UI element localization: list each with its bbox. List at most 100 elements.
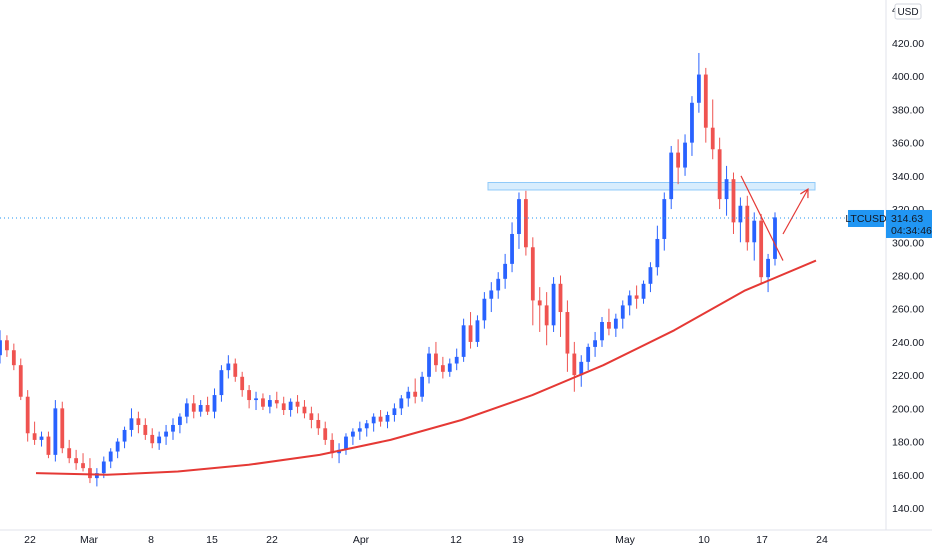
- candle[interactable]: [530, 237, 535, 326]
- candle[interactable]: [164, 424, 168, 445]
- candle[interactable]: [454, 348, 459, 371]
- support-curve[interactable]: [35, 259, 817, 476]
- candle[interactable]: [302, 400, 307, 419]
- candle[interactable]: [586, 343, 591, 371]
- candle[interactable]: [620, 300, 625, 329]
- candle[interactable]: [316, 413, 321, 435]
- candle[interactable]: [544, 292, 549, 346]
- candle[interactable]: [385, 411, 390, 429]
- candle[interactable]: [60, 401, 65, 454]
- candle[interactable]: [191, 395, 196, 419]
- candle[interactable]: [67, 439, 72, 464]
- candle[interactable]: [18, 358, 23, 401]
- candlestick-series[interactable]: [0, 52, 777, 487]
- candle[interactable]: [136, 411, 141, 434]
- candle[interactable]: [482, 292, 487, 329]
- candle[interactable]: [350, 428, 355, 445]
- candle[interactable]: [558, 275, 563, 337]
- candle[interactable]: [752, 212, 757, 261]
- candle[interactable]: [261, 393, 265, 411]
- candle[interactable]: [503, 253, 508, 289]
- candle[interactable]: [607, 308, 611, 336]
- candle[interactable]: [150, 428, 155, 449]
- candle[interactable]: [627, 290, 632, 316]
- candle[interactable]: [32, 421, 37, 445]
- candle[interactable]: [81, 453, 85, 472]
- candle[interactable]: [613, 313, 618, 337]
- candle[interactable]: [683, 134, 687, 176]
- candle[interactable]: [420, 371, 425, 402]
- candle[interactable]: [392, 403, 397, 422]
- candle[interactable]: [773, 212, 777, 266]
- time-axis[interactable]: 22 Mar 8 15 22 Apr 12 19 May 10 17 24: [0, 529, 932, 546]
- candle[interactable]: [572, 341, 577, 392]
- candle[interactable]: [371, 413, 376, 432]
- candle[interactable]: [745, 195, 750, 251]
- candle[interactable]: [288, 398, 293, 417]
- currency-box[interactable]: [894, 3, 922, 20]
- candle[interactable]: [710, 99, 715, 160]
- candle[interactable]: [475, 315, 480, 347]
- candle[interactable]: [267, 395, 272, 414]
- candle[interactable]: [655, 225, 660, 276]
- candle[interactable]: [357, 421, 362, 440]
- currency-selector[interactable]: USD: [894, 3, 922, 20]
- resistance-zone[interactable]: [487, 182, 816, 191]
- candle[interactable]: [11, 343, 16, 371]
- candle[interactable]: [600, 317, 604, 347]
- candle[interactable]: [240, 371, 245, 397]
- candle[interactable]: [323, 421, 328, 445]
- candle[interactable]: [434, 341, 438, 372]
- candle[interactable]: [703, 67, 708, 143]
- candle[interactable]: [690, 96, 694, 156]
- currency-label[interactable]: USD: [897, 7, 918, 18]
- candle[interactable]: [641, 280, 646, 304]
- candle[interactable]: [565, 300, 570, 372]
- candle[interactable]: [281, 396, 286, 415]
- candle[interactable]: [309, 406, 314, 429]
- candle[interactable]: [523, 190, 528, 256]
- candle[interactable]: [378, 410, 383, 427]
- candle[interactable]: [510, 222, 514, 273]
- candle[interactable]: [634, 285, 639, 309]
- candle[interactable]: [676, 139, 681, 185]
- candle[interactable]: [94, 468, 99, 487]
- candle[interactable]: [440, 356, 445, 379]
- candle[interactable]: [648, 262, 653, 293]
- candle[interactable]: [330, 433, 335, 459]
- candle[interactable]: [496, 272, 501, 299]
- candle[interactable]: [724, 165, 729, 216]
- candle[interactable]: [489, 282, 494, 313]
- projection-arrow-shaft[interactable]: [782, 188, 809, 235]
- candle[interactable]: [198, 400, 203, 417]
- resistance-zone-rect[interactable]: [487, 182, 816, 191]
- candle[interactable]: [295, 395, 300, 414]
- candle[interactable]: [254, 391, 258, 411]
- candle[interactable]: [537, 287, 542, 332]
- candle[interactable]: [5, 335, 9, 357]
- candle[interactable]: [46, 431, 51, 459]
- candle[interactable]: [205, 396, 210, 415]
- drawing-annotations[interactable]: [35, 175, 817, 476]
- candle[interactable]: [184, 398, 189, 424]
- candle[interactable]: [364, 419, 369, 437]
- candle[interactable]: [74, 449, 79, 470]
- falling-trendline[interactable]: [740, 175, 784, 261]
- candle[interactable]: [0, 330, 2, 364]
- candle[interactable]: [717, 137, 722, 210]
- candle[interactable]: [108, 448, 113, 469]
- candle[interactable]: [247, 385, 252, 409]
- candle[interactable]: [461, 318, 466, 362]
- candle[interactable]: [226, 355, 231, 379]
- candle[interactable]: [171, 418, 175, 440]
- candle[interactable]: [39, 431, 44, 447]
- candle[interactable]: [731, 172, 736, 234]
- candle[interactable]: [759, 214, 764, 284]
- candle[interactable]: [447, 358, 452, 377]
- candle[interactable]: [468, 312, 473, 349]
- candle[interactable]: [274, 391, 279, 409]
- price-axis[interactable]: 140.00 160.00 180.00 200.00 220.00 240.00 260.…: [885, 0, 932, 530]
- candle[interactable]: [669, 145, 674, 210]
- candle[interactable]: [517, 192, 521, 249]
- candle[interactable]: [53, 400, 58, 462]
